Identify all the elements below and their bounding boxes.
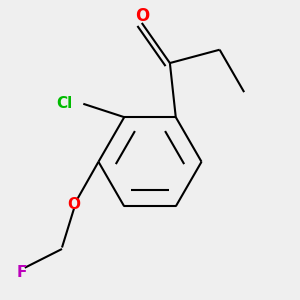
Text: O: O	[68, 197, 80, 212]
Text: Cl: Cl	[57, 96, 73, 111]
Text: F: F	[16, 265, 27, 280]
Text: O: O	[135, 8, 149, 26]
